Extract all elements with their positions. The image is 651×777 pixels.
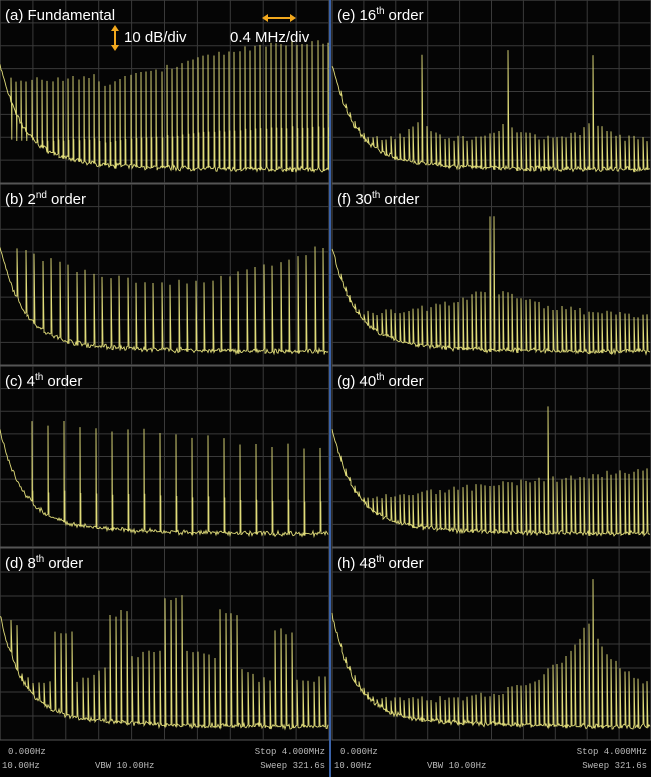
screenshot: (a) Fundamental(b) 2ndorder(c) 4thorder(… [0,0,651,777]
start-freq: 0.000Hz [340,747,378,757]
label-part: Fundamental [28,7,116,24]
label-part: order [51,191,86,208]
label-part: th [35,372,43,383]
label-part: order [48,555,83,572]
stop-freq: Stop 4.000MHz [255,747,325,757]
label-part: order [384,191,419,208]
label-part: (d) [5,555,23,572]
label-part: th [376,6,384,17]
stop-freq: Stop 4.000MHz [577,747,647,757]
label-part: 30 [355,191,372,208]
label-part: (f) [337,191,351,208]
label-part: th [376,554,384,565]
label-part: 48 [360,555,377,572]
vertical-scale: 10 dB/div [124,29,187,46]
label-part: th [376,372,384,383]
label-part: 4 [27,373,35,390]
sweep: Sweep 321.6s [582,761,647,771]
label-part: 40 [360,373,377,390]
panel-label: (a) Fundamental [5,7,115,24]
label-part: (e) [337,7,355,24]
label-part: 16 [360,7,377,24]
label-part: (c) [5,373,23,390]
label-part: 2 [28,191,36,208]
rbw: 10.00Hz [2,761,40,771]
start-freq: 0.000Hz [8,747,46,757]
panel: (a) Fundamental [0,0,329,183]
label-part: (b) [5,191,23,208]
label-part: 8 [28,555,36,572]
vbw: VBW 10.00Hz [427,761,486,771]
label-part: th [372,190,380,201]
label-part: (g) [337,373,355,390]
sweep: Sweep 321.6s [260,761,325,771]
label-part: order [389,7,424,24]
rbw: 10.00Hz [334,761,372,771]
label-part: th [36,554,44,565]
label-part: order [47,373,82,390]
horizontal-scale: 0.4 MHz/div [230,29,310,46]
label-part: order [389,555,424,572]
vbw: VBW 10.00Hz [95,761,154,771]
label-part: order [389,373,424,390]
label-part: (h) [337,555,355,572]
label-part: (a) [5,7,23,24]
label-part: nd [36,190,47,201]
